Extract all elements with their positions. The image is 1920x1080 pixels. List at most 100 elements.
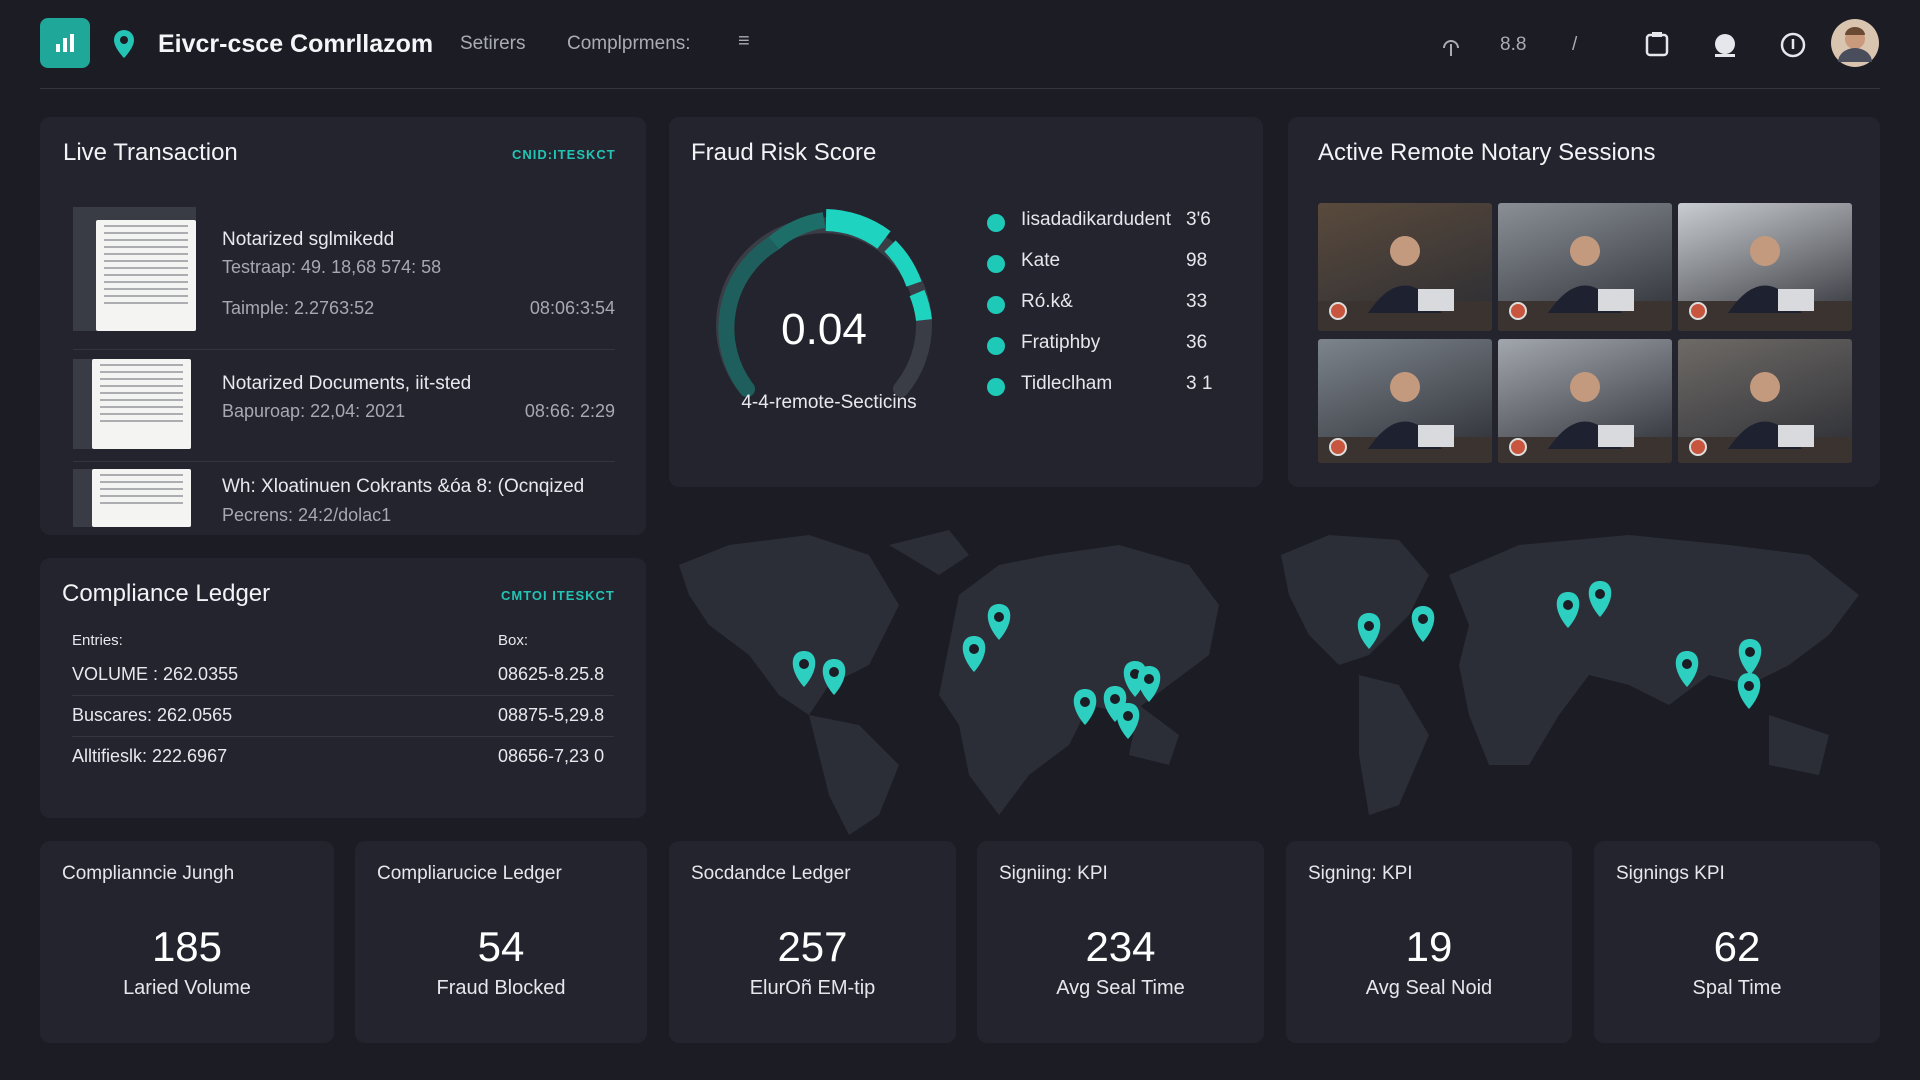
map-pin-dot [1744, 681, 1754, 691]
kpi-sub: Fraud Blocked [436, 977, 566, 999]
legend-dot [987, 378, 1005, 396]
ledger-cell: Alltifieslk: 222.6967 [72, 746, 228, 766]
kpi-value: 234 [1085, 923, 1156, 970]
ledger-cell: VOLUME : 262.0355 [72, 664, 239, 684]
session-video[interactable] [1498, 339, 1672, 463]
kpi-card: Signings KPI 62 Spal Time [1594, 841, 1880, 1043]
session-video[interactable] [1318, 203, 1492, 331]
indicator: 8.8 [1500, 34, 1527, 55]
kpi-label: Socdandce Ledger [691, 863, 851, 884]
kpi-value: 62 [1713, 923, 1761, 970]
map-pin-dot [1745, 647, 1755, 657]
kpi-label: Signiing: KPI [999, 863, 1108, 884]
logo[interactable] [40, 18, 90, 68]
item-line: Pecrens: 24:2/dolac1 [222, 505, 392, 525]
map-pin-dot [1595, 589, 1605, 599]
clipboard-icon[interactable] [1642, 30, 1672, 60]
kpi-label: Compliarucice Ledger [377, 863, 562, 884]
session-video[interactable] [1678, 203, 1852, 331]
legend-value: 98 [1186, 250, 1208, 271]
rec-badge [1509, 302, 1527, 320]
ledger-cell: 08625-8.25.8 [498, 664, 605, 684]
rec-badge [1689, 438, 1707, 456]
doc-preview [92, 469, 191, 527]
kpi-value: 257 [777, 923, 848, 970]
kpi-label: Signing: KPI [1308, 863, 1413, 884]
laptop [1598, 289, 1634, 311]
logo-icon [56, 34, 74, 52]
power-icon[interactable] [1778, 30, 1808, 60]
session-video[interactable] [1678, 339, 1852, 463]
map-pin-dot [969, 644, 979, 654]
head [1750, 372, 1780, 402]
nav-link[interactable]: Setirers [460, 33, 526, 54]
participant [1498, 236, 1672, 331]
map-pin-dot [1563, 600, 1573, 610]
session-video[interactable] [1498, 203, 1672, 331]
item-time: 08:66: 2:29 [524, 401, 615, 421]
sync-icon[interactable] [1436, 30, 1466, 60]
panel-title: Active Remote Notary Sessions [1318, 139, 1656, 166]
gauge-arc [768, 212, 826, 250]
divider [72, 695, 614, 696]
rec-badge [1329, 302, 1347, 320]
world-map [679, 530, 1859, 835]
kpi-label: Signings KPI [1616, 863, 1725, 884]
gauge-score: 0.04 [781, 305, 867, 354]
head [1390, 236, 1420, 266]
sessions-panel: Active Remote Notary Sessions [1288, 117, 1880, 487]
gauge-fill [884, 240, 922, 287]
map-pin-dot [1144, 674, 1154, 684]
chat-icon[interactable] [1710, 30, 1740, 60]
legend-value: 3'6 [1186, 209, 1211, 230]
gauge-caption: 4-4-remote-Secticins [741, 392, 917, 413]
item-title: Notarized sglmikedd [222, 229, 395, 250]
gauge-fill [909, 289, 932, 322]
map-pin-dot [1682, 659, 1692, 669]
kpi-sub: Avg Seal Noid [1365, 977, 1493, 999]
head [1750, 236, 1780, 266]
session-video[interactable] [1318, 339, 1492, 463]
legend-label: Fratiphby [1021, 332, 1101, 353]
legend-label: Ró.k& [1021, 291, 1073, 312]
map-pin-dot [829, 667, 839, 677]
panel-tag: CMTOI ITESKCT [501, 588, 615, 603]
head [1570, 236, 1600, 266]
legend-dot [987, 337, 1005, 355]
map-pin-dot [1080, 697, 1090, 707]
kpi-card: Complianncie Jungh 185 Laried Volume [40, 841, 334, 1043]
legend-value: 33 [1186, 291, 1208, 312]
map-pin-dot [799, 659, 809, 669]
nav-link[interactable]: Complprmens: [567, 33, 691, 54]
map-pin-dot [1418, 614, 1428, 624]
kpi-label: Complianncie Jungh [62, 863, 235, 884]
map-pin-dot [1364, 621, 1374, 631]
header-divider [40, 88, 1880, 89]
header-cell: Box: [498, 632, 529, 649]
participant [1678, 372, 1852, 463]
doc-preview [96, 220, 196, 331]
kpi-sub: Spal Time [1692, 977, 1782, 999]
gauge [716, 209, 932, 397]
laptop [1418, 425, 1454, 447]
participant [1498, 372, 1672, 463]
gauge-arc [718, 235, 782, 397]
legend-label: Kate [1021, 250, 1061, 271]
participant [1678, 236, 1852, 331]
rec-badge [1689, 302, 1707, 320]
kpi-value: 185 [151, 923, 223, 970]
gauge-fill [825, 209, 891, 250]
fraud-risk-panel: Fraud Risk Score 0.04 4-4-remote-Sectici… [669, 117, 1263, 487]
menu-icon[interactable]: ≡ [738, 30, 750, 52]
kpi-card: Signing: KPI 19 Avg Seal Noid [1286, 841, 1572, 1043]
participant [1318, 372, 1492, 463]
item-line: Bapuroap: 22,04: 2021 [222, 401, 406, 421]
item-line: Taimple: 2.2763:52 [222, 298, 375, 318]
ledger-row: VOLUME : 262.0355 08625-8.25.8 [72, 664, 614, 685]
legend-dot [987, 214, 1005, 232]
kpi-sub: ElurOñ EM-tip [749, 977, 876, 999]
brand: Eivcr-csce Comrllazom [158, 30, 434, 58]
doc-preview [92, 359, 191, 449]
avatar[interactable] [1830, 18, 1880, 68]
